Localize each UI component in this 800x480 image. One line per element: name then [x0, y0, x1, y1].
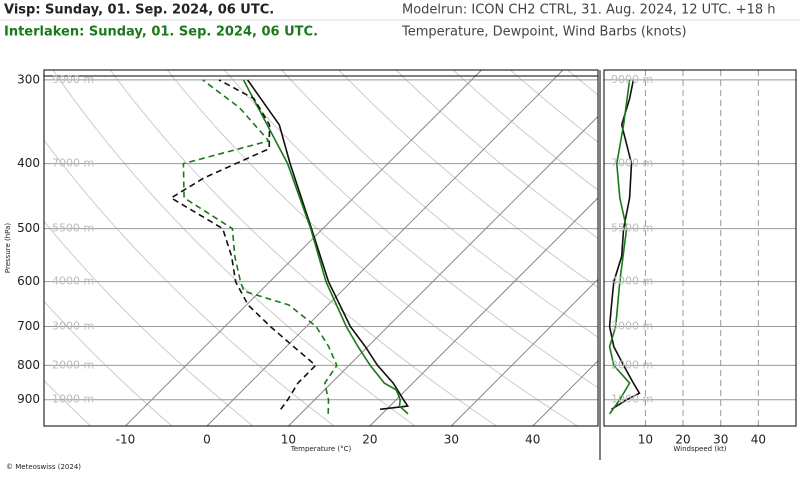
y-tick-label: 400	[17, 156, 40, 170]
dry-adiabat	[509, 70, 598, 143]
header-interlaken: Interlaken: Sunday, 01. Sep. 2024, 06 UT…	[4, 25, 318, 40]
chart-title: Modelrun: ICON CH2 CTRL, 31. Aug. 2024, …	[402, 3, 776, 18]
height-label: 3000 m	[611, 320, 653, 333]
x-tick-label: 20	[362, 433, 377, 447]
dry-adiabat	[44, 220, 254, 426]
profile-line	[608, 79, 631, 415]
skewt-plot	[44, 60, 800, 431]
height-label: 2000 m	[52, 358, 94, 371]
wind-frame	[603, 69, 797, 427]
x2-tick-label: 40	[751, 433, 766, 447]
height-label: 1000 m	[611, 393, 653, 406]
x2-tick-label: 10	[638, 433, 653, 447]
y-tick-label: 500	[17, 221, 40, 235]
height-label: 7000 m	[611, 157, 653, 170]
x-tick-label: 10	[281, 433, 296, 447]
height-label: 4000 m	[52, 275, 94, 288]
dry-adiabat	[669, 60, 800, 431]
dry-adiabat	[44, 379, 92, 426]
profile-line	[242, 79, 409, 415]
isotherm	[206, 70, 564, 426]
profile-line	[169, 79, 317, 410]
profile-line	[182, 79, 338, 414]
footer: © Meteoswiss (2024)	[6, 463, 81, 471]
y-axis-label: Pressure (hPa)	[4, 223, 12, 273]
height-label: 9000 m	[52, 73, 94, 86]
header-visp: Visp: Sunday, 01. Sep. 2024, 06 UTC.	[4, 3, 274, 18]
chart-subtitle: Temperature, Dewpoint, Wind Barbs (knots…	[401, 25, 687, 40]
x2-tick-label: 20	[675, 433, 690, 447]
wind-plot	[604, 70, 796, 426]
x-tick-label: 40	[525, 433, 540, 447]
isotherm	[369, 197, 598, 426]
isotherm	[532, 360, 598, 426]
x-tick-label: 0	[203, 433, 211, 447]
dry-adiabat	[612, 60, 800, 431]
height-label: 1000 m	[52, 393, 94, 406]
y-tick-label: 600	[17, 274, 40, 288]
y-tick-label: 800	[17, 358, 40, 372]
dry-adiabat	[725, 60, 800, 431]
dry-adiabat	[44, 300, 173, 426]
height-label: 2000 m	[611, 358, 653, 371]
height-label: 5500 m	[611, 222, 653, 235]
height-label: 3000 m	[52, 320, 94, 333]
dry-adiabat	[782, 60, 800, 431]
height-label: 5500 m	[52, 222, 94, 235]
dry-adiabat	[166, 70, 579, 426]
height-label: 4000 m	[611, 275, 653, 288]
dry-adiabat	[109, 70, 498, 426]
height-label: 9000 m	[611, 73, 653, 86]
height-label: 7000 m	[52, 157, 94, 170]
dry-adiabat	[566, 70, 598, 96]
x2-tick-label: 30	[713, 433, 728, 447]
x-axis-label: Temperature (°C)	[290, 445, 352, 453]
isotherm	[125, 70, 482, 426]
isotherm	[450, 278, 598, 426]
x2-axis-label: Windspeed (kt)	[673, 445, 726, 453]
dry-adiabat	[281, 70, 598, 338]
plot-frame	[43, 69, 599, 427]
dry-adiabat	[395, 70, 598, 240]
x-tick-label: 30	[444, 433, 459, 447]
profile-line	[608, 79, 641, 410]
y-tick-label: 700	[17, 319, 40, 333]
profile-line	[246, 79, 410, 411]
y-tick-label: 300	[17, 72, 40, 86]
isotherm	[288, 115, 598, 426]
dry-adiabat	[44, 139, 335, 426]
x-tick-label: -10	[116, 433, 136, 447]
y-tick-label: 900	[17, 392, 40, 406]
